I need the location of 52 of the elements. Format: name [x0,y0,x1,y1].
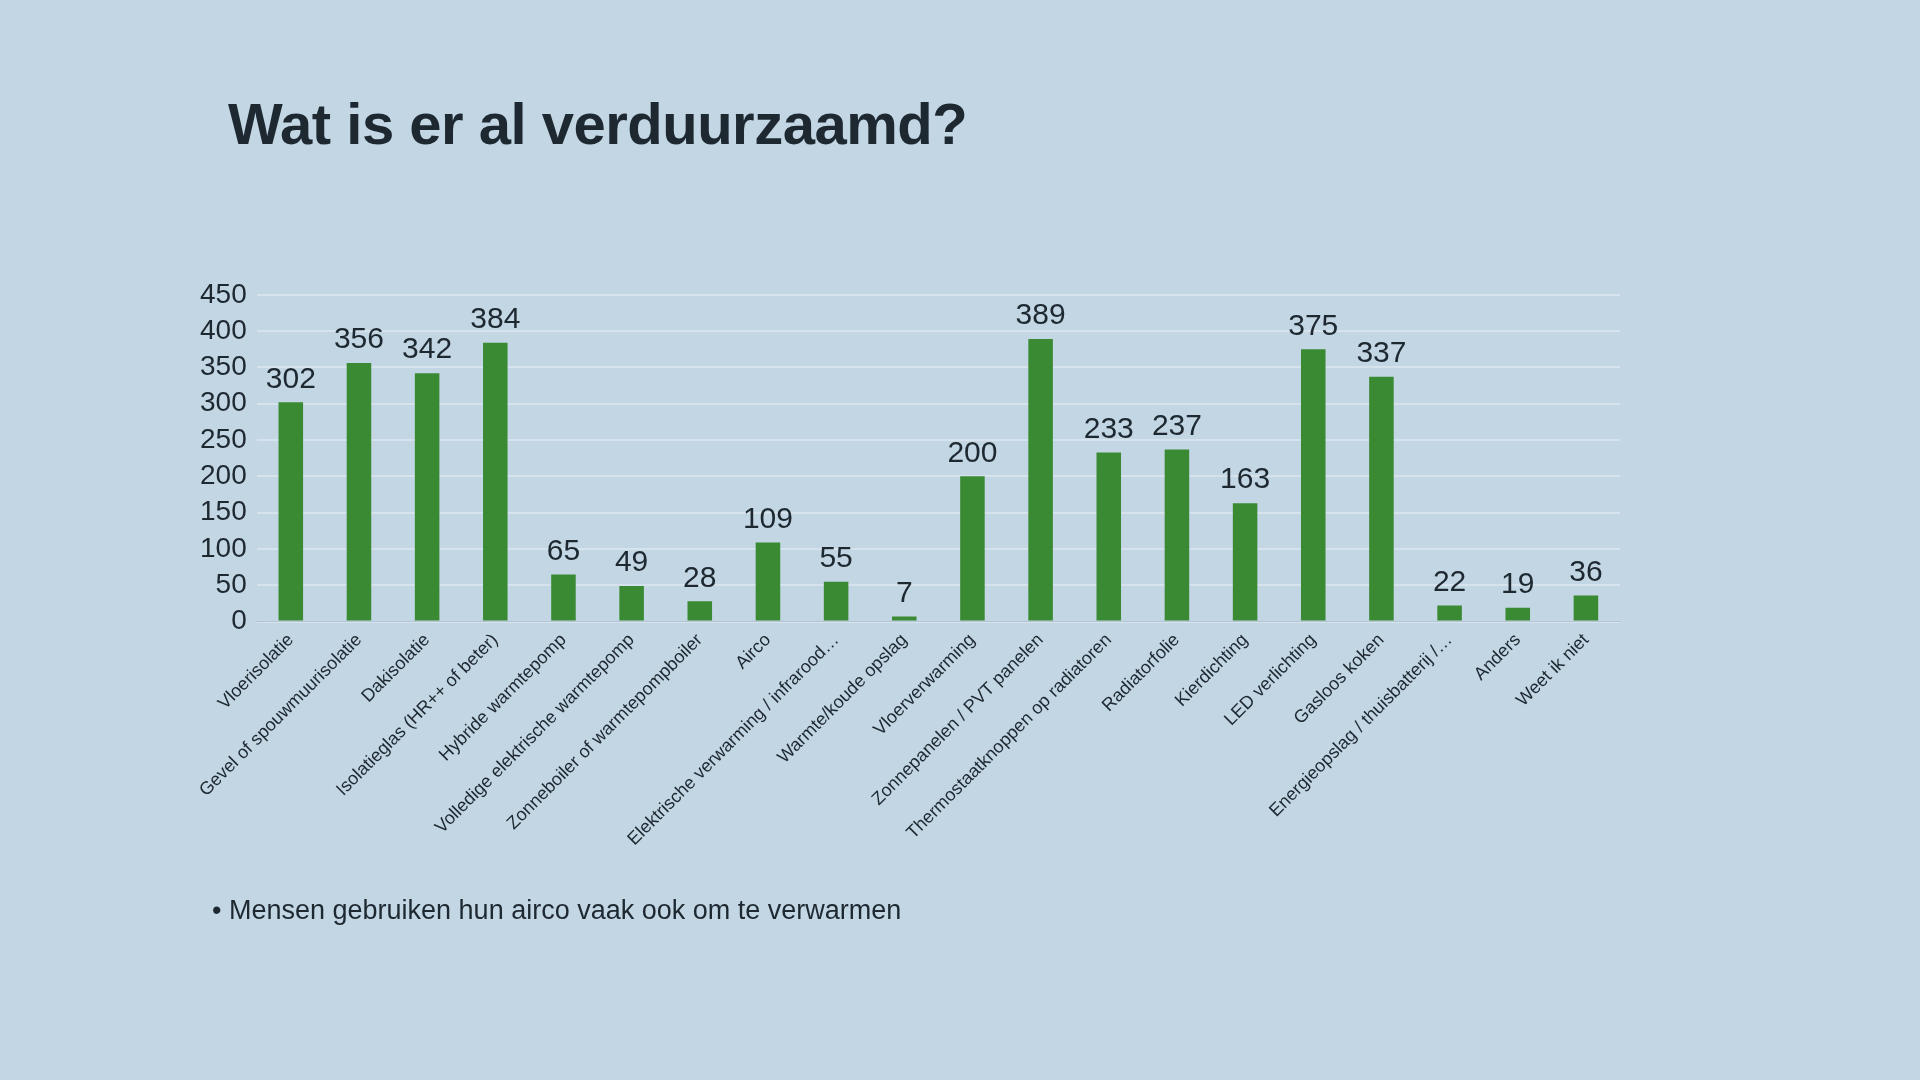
data-label: 65 [546,532,581,566]
bar [1232,503,1258,621]
data-label: 163 [1220,461,1271,495]
y-tick-label: 300 [200,386,247,418]
y-tick-label: 150 [200,495,247,527]
bar [1164,449,1190,621]
text: • Mensen gebruiken hun airco vaak ook om te verwarmen [212,895,902,926]
bar [892,616,917,621]
y-tick-label: 350 [200,350,247,382]
bar [278,402,304,621]
bar [346,363,372,621]
bar [1028,339,1053,621]
bar [1505,607,1531,621]
data-label: 36 [1569,553,1603,587]
y-tick-label: 450 [200,277,247,309]
bar [1573,595,1599,621]
bar [1369,376,1394,621]
y-tick-label: 250 [200,422,247,454]
data-label: 233 [1083,410,1134,444]
data-label: 302 [265,360,316,394]
data-label: 7 [895,574,913,608]
bar [687,601,713,621]
bar [414,373,440,621]
y-tick-label: 100 [200,531,247,563]
bar [551,574,576,621]
data-label: 22 [1432,563,1467,597]
bar [619,586,644,621]
y-tick-label: 0 [231,604,247,636]
bar [960,476,985,621]
data-label: 55 [819,539,853,573]
bar [823,581,849,621]
data-label: 375 [1288,307,1339,341]
y-tick-label: 400 [200,313,247,345]
data-label: 342 [402,331,453,365]
bar [755,542,781,621]
data-label: 384 [470,301,521,334]
data-label: 49 [614,544,649,578]
data-label: 356 [333,321,384,355]
data-label: 337 [1356,335,1407,369]
data-label: 28 [683,559,717,593]
data-label: 200 [947,434,998,468]
chart-title: Wat is er al verduurzaamd? [228,90,968,157]
data-label: 19 [1501,566,1535,600]
bar [1437,605,1462,621]
bar [1300,349,1326,621]
y-tick-label: 200 [200,459,247,491]
bar [483,342,508,621]
bar [1096,452,1122,621]
y-tick-label: 50 [215,568,247,599]
data-label: 389 [1015,297,1066,331]
data-label: 109 [742,500,793,534]
data-label: 237 [1151,407,1202,441]
